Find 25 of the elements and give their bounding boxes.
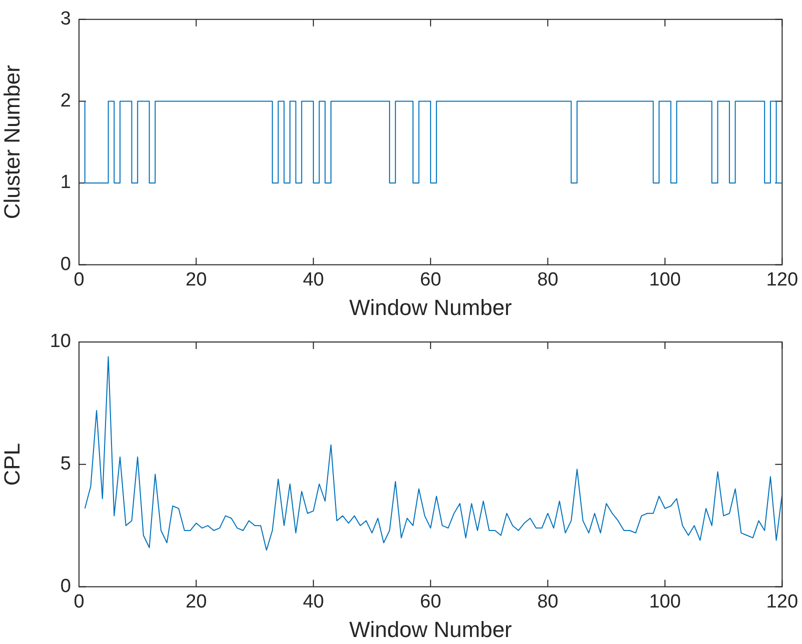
- y-tick-label: 3: [60, 8, 71, 30]
- y-tick-label: 1: [60, 172, 71, 194]
- y-axis-title: CPL: [0, 443, 24, 486]
- x-tick-label: 40: [302, 269, 324, 290]
- x-tick-label: 60: [420, 269, 442, 290]
- x-tick-label: 100: [649, 591, 681, 612]
- x-axis-title: Window Number: [349, 294, 512, 320]
- x-tick-label: 20: [186, 269, 207, 290]
- y-axis-title: Cluster Number: [0, 65, 24, 220]
- y-tick-label: 5: [60, 454, 71, 475]
- x-tick-label: 80: [537, 591, 558, 612]
- x-tick-label: 0: [74, 591, 84, 612]
- y-tick-label: 0: [60, 254, 71, 276]
- x-tick-label: 80: [537, 269, 558, 290]
- x-tick-label: 40: [302, 591, 324, 612]
- x-tick-label: 60: [420, 591, 442, 612]
- y-tick-label: 2: [60, 90, 71, 112]
- x-axis-title: Window Number: [349, 616, 512, 642]
- y-tick-label: 0: [60, 576, 71, 598]
- x-tick-label: 100: [649, 269, 681, 290]
- x-tick-label: 0: [74, 269, 84, 290]
- y-tick-label: 10: [50, 331, 71, 352]
- x-tick-label: 20: [186, 591, 207, 612]
- x-tick-label: 120: [766, 591, 798, 612]
- x-tick-label: 120: [766, 269, 798, 290]
